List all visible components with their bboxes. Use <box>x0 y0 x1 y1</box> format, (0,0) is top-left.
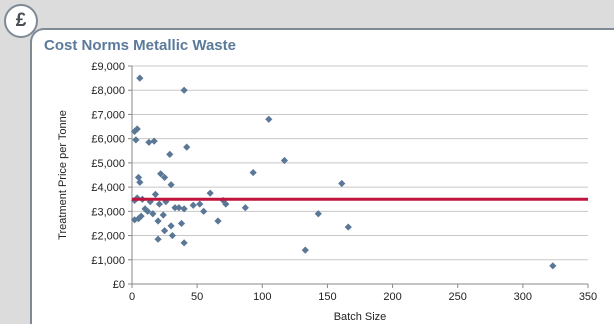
chart-title: Cost Norms Metallic Waste <box>44 37 236 54</box>
gridlines <box>132 65 588 285</box>
data-point <box>144 207 152 215</box>
data-points <box>131 74 557 270</box>
data-point <box>131 216 139 224</box>
x-tick-label: 0 <box>129 291 135 303</box>
x-tick-label: 100 <box>253 291 271 303</box>
y-tick-label: £4,000 <box>91 182 125 194</box>
data-point <box>168 231 176 240</box>
data-point <box>280 156 289 165</box>
data-point <box>180 205 188 213</box>
data-point <box>180 86 188 94</box>
y-tick-label: £3,000 <box>91 206 125 218</box>
data-point <box>265 115 273 123</box>
data-point <box>155 200 163 208</box>
data-point <box>150 137 158 145</box>
y-axis-label: Treatment Price per Tonne <box>57 110 69 240</box>
data-point <box>137 212 145 220</box>
data-point <box>160 173 169 182</box>
data-point <box>166 150 174 159</box>
x-tick-label: 50 <box>191 291 203 303</box>
y-tick-label: £2,000 <box>91 231 125 243</box>
badge-symbol: £ <box>15 10 27 31</box>
data-point <box>549 262 557 270</box>
data-point <box>222 200 230 208</box>
data-point <box>151 190 160 198</box>
x-axis-ticks: 0 50 100 150 200 250 300 350 <box>129 284 597 303</box>
x-axis-label: Batch Size <box>334 311 387 323</box>
data-point <box>149 210 157 218</box>
data-point <box>157 170 165 178</box>
data-point <box>314 210 322 218</box>
data-point <box>189 201 197 209</box>
data-point <box>131 127 139 135</box>
data-point <box>136 74 144 82</box>
x-tick-label: 350 <box>579 291 597 303</box>
data-point <box>344 223 352 231</box>
axes <box>131 66 588 285</box>
data-point <box>301 246 309 254</box>
data-point <box>175 204 183 212</box>
data-point <box>196 200 204 208</box>
y-tick-label: £9,000 <box>91 61 125 73</box>
y-tick-label: £6,000 <box>91 134 125 146</box>
data-point <box>241 204 249 212</box>
y-tick-label: £7,000 <box>91 109 125 121</box>
data-point <box>167 222 175 230</box>
data-point <box>200 207 208 215</box>
data-point <box>136 178 144 186</box>
y-tick-label: £5,000 <box>91 158 125 170</box>
data-point <box>171 204 179 212</box>
y-tick-label: £8,000 <box>91 85 125 97</box>
data-point <box>214 217 222 225</box>
pound-icon: £ <box>4 4 38 38</box>
data-point <box>206 189 214 197</box>
data-point <box>180 239 188 247</box>
x-tick-label: 250 <box>449 291 467 303</box>
data-point <box>338 179 346 188</box>
y-tick-label: £0 <box>113 279 125 291</box>
x-tick-label: 150 <box>318 291 336 303</box>
data-point <box>132 136 140 144</box>
data-point <box>177 219 186 228</box>
data-point <box>145 138 153 146</box>
data-point <box>154 217 162 225</box>
y-axis-ticks: £0 £1,000 £2,000 £3,000 £4,000 £5,000 £6,000 £7… <box>91 61 132 291</box>
data-point <box>160 227 169 235</box>
data-point <box>154 235 162 243</box>
data-point <box>159 211 167 219</box>
data-point <box>167 181 175 189</box>
x-tick-label: 200 <box>383 291 401 303</box>
y-tick-label: £1,000 <box>91 255 125 267</box>
chart-card <box>30 28 614 324</box>
x-tick-label: 300 <box>514 291 532 303</box>
data-point <box>249 168 257 177</box>
data-point <box>183 143 191 151</box>
